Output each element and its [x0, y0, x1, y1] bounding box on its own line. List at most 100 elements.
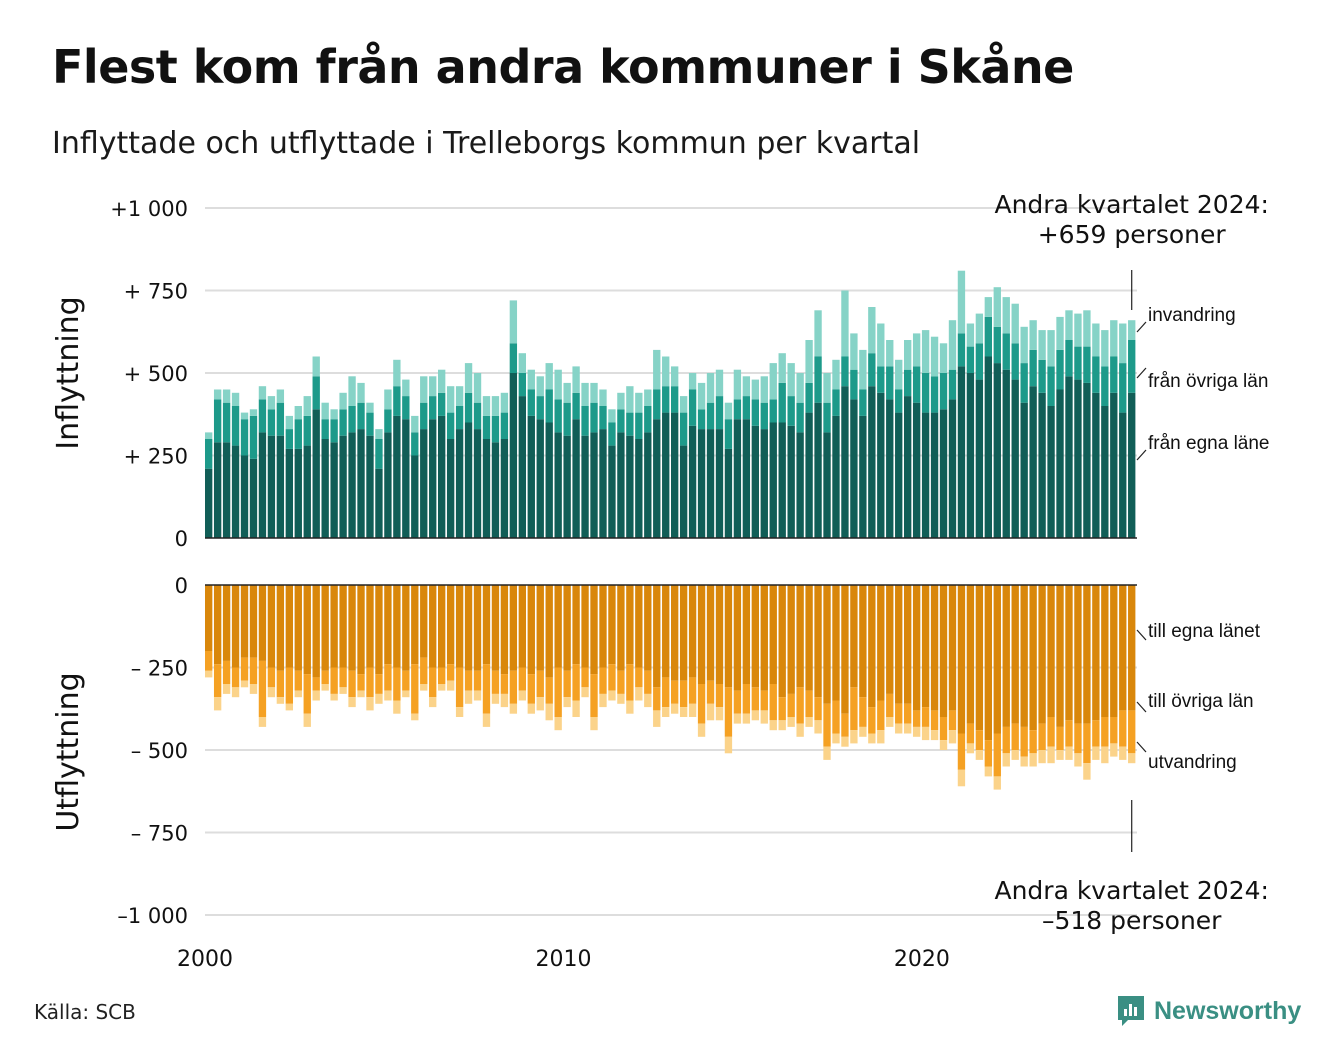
bar-in-egna [930, 412, 939, 538]
bar-out-ovriga [599, 667, 607, 694]
bar-in-egna [357, 429, 365, 538]
bar-in-egna [563, 435, 571, 538]
bar-in-egna [330, 442, 338, 538]
bar-in-invandring [527, 369, 535, 390]
bar-in-ovriga [545, 389, 553, 423]
bar-out-utvandring [527, 703, 535, 714]
bar-out-utvandring [653, 710, 661, 727]
bar-out-ovriga [240, 657, 249, 681]
bar-in-invandring [715, 369, 724, 397]
bar-in-egna [859, 415, 867, 538]
bar-in-invandring [939, 343, 948, 373]
bar-in-ovriga [205, 439, 213, 469]
bar-out-ovriga [1110, 717, 1118, 744]
bar-in-ovriga [357, 402, 365, 430]
bar-out-egna [446, 585, 455, 665]
bar-in-ovriga [662, 386, 670, 413]
bar-out-egna [724, 585, 733, 688]
bar-out-ovriga [850, 687, 858, 731]
bar-in-egna [536, 419, 544, 538]
bar-in-ovriga [1092, 356, 1100, 393]
bar-in-egna [509, 373, 518, 538]
bar-out-utvandring [294, 690, 302, 698]
bar-in-egna [545, 422, 553, 538]
bar-out-egna [563, 585, 571, 671]
bar-out-utvandring [930, 730, 939, 741]
bar-in-invandring [384, 389, 392, 410]
bar-out-ovriga [455, 667, 464, 708]
bar-in-egna [249, 458, 258, 538]
bar-in-invandring [464, 363, 473, 393]
bar-in-ovriga [859, 389, 867, 416]
bar-in-egna [939, 409, 948, 538]
bar-in-egna [787, 425, 795, 538]
bar-out-ovriga [294, 670, 302, 691]
bar-out-egna [213, 585, 222, 665]
bar-in-ovriga [482, 415, 491, 439]
bar-in-invandring [599, 389, 607, 406]
bar-in-ovriga [895, 389, 903, 413]
bar-out-egna [509, 585, 518, 671]
y-tick-label: + 500 [124, 362, 188, 386]
bar-out-egna [751, 585, 760, 688]
x-tick-label: 2010 [535, 947, 591, 972]
bar-in-invandring [671, 366, 679, 387]
bar-out-ovriga [527, 674, 535, 704]
bar-out-egna [688, 585, 697, 678]
bar-out-egna [787, 585, 795, 694]
bar-out-ovriga [724, 687, 733, 737]
bar-out-egna [975, 585, 984, 731]
bar-out-egna [411, 585, 419, 665]
bar-out-egna [921, 585, 930, 708]
bar-out-ovriga [303, 674, 311, 714]
bar-out-egna [886, 585, 894, 694]
bar-out-egna [805, 585, 813, 691]
bar-in-invandring [742, 376, 751, 397]
bar-out-egna [706, 585, 715, 681]
bar-in-invandring [249, 409, 258, 416]
bar-in-invandring [393, 359, 401, 387]
bar-in-egna [966, 373, 975, 538]
bar-in-invandring [1083, 310, 1091, 347]
bar-in-invandring [1038, 330, 1046, 360]
bar-in-invandring [1110, 320, 1118, 357]
bar-out-ovriga [446, 664, 455, 681]
bar-out-egna [966, 585, 975, 724]
bar-out-ovriga [805, 690, 813, 717]
bar-in-invandring [473, 373, 482, 403]
bar-out-utvandring [590, 717, 598, 731]
bar-in-egna [608, 445, 616, 538]
bar-out-ovriga [1011, 723, 1019, 750]
bar-out-ovriga [984, 740, 993, 767]
bar-in-invandring [222, 389, 231, 403]
bar-out-ovriga [267, 667, 276, 688]
bar-in-egna [895, 412, 903, 538]
bar-in-egna [760, 429, 768, 538]
bar-out-ovriga [742, 684, 751, 714]
bar-out-ovriga [617, 670, 625, 694]
bar-in-ovriga [877, 366, 885, 393]
bar-out-utvandring [455, 707, 464, 717]
bar-out-utvandring [895, 723, 903, 734]
bar-out-ovriga [912, 710, 921, 727]
bar-in-ovriga [769, 399, 777, 423]
bar-in-invandring [921, 330, 930, 373]
bar-out-ovriga [276, 670, 285, 698]
bar-out-utvandring [697, 723, 706, 737]
bar-in-egna [814, 402, 822, 538]
bar-out-egna [545, 585, 553, 678]
bar-out-egna [769, 585, 777, 684]
bar-in-ovriga [411, 432, 419, 456]
bar-in-ovriga [491, 415, 500, 443]
bar-in-invandring [267, 396, 276, 410]
bar-out-ovriga [796, 687, 804, 724]
bar-in-invandring [1002, 297, 1010, 334]
bar-out-utvandring [509, 703, 518, 714]
bar-in-ovriga [1119, 363, 1127, 413]
bar-out-ovriga [975, 730, 984, 750]
bar-out-ovriga [411, 664, 419, 714]
bar-in-egna [1038, 392, 1046, 538]
bar-out-ovriga [948, 710, 957, 731]
bar-out-utvandring [500, 693, 509, 708]
bar-in-egna [1002, 369, 1010, 538]
